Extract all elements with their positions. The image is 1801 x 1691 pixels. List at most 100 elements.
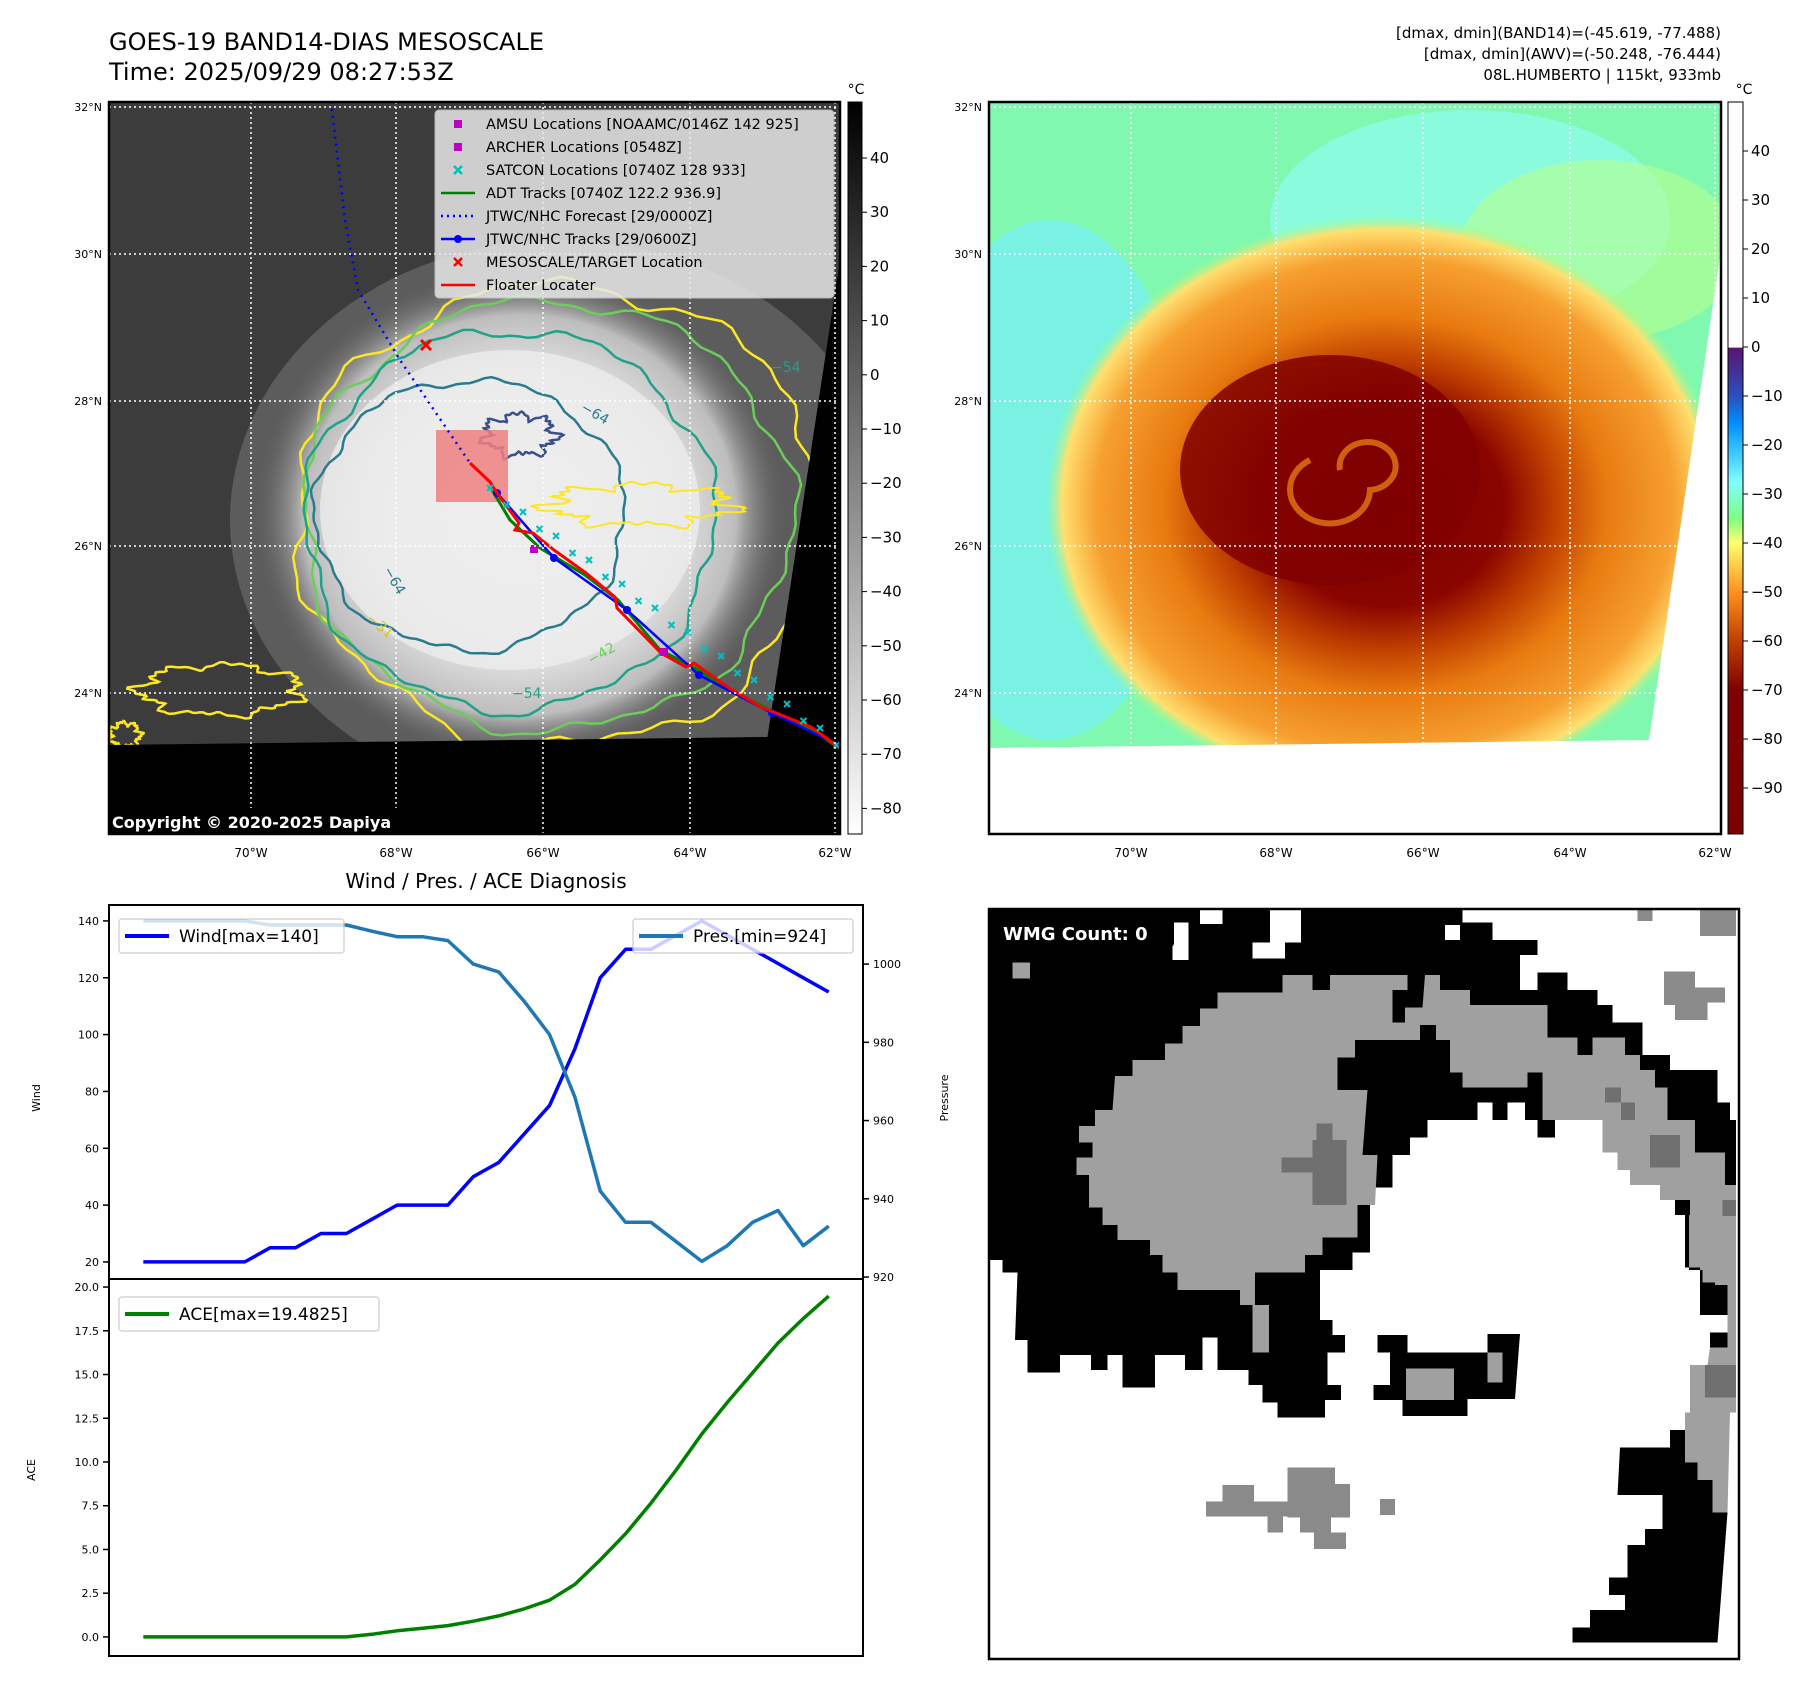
colorbar-tick-label: 30	[870, 203, 889, 221]
legend-marker-square	[454, 143, 462, 151]
chart-title: Wind / Pres. / ACE Diagnosis	[345, 869, 626, 893]
awv-map	[989, 102, 1721, 834]
pressure-legend-box	[632, 918, 854, 954]
wind-tick-label: 80	[85, 1085, 99, 1098]
colorbar-tick-label: −80	[870, 799, 902, 817]
lat-label: 26°N	[74, 540, 102, 553]
ace-tick-label: 2.5	[82, 1587, 100, 1600]
wind-tick-label: 60	[85, 1142, 99, 1155]
satcon-stroke	[618, 580, 626, 588]
satcon-marker	[766, 693, 775, 701]
satcon-stroke	[585, 556, 593, 564]
wind-legend-box	[118, 918, 345, 954]
lon-label: 68°W	[1259, 846, 1292, 860]
ir-map-frame	[107, 100, 842, 836]
satcon-marker	[783, 700, 791, 708]
lat-label: 30°N	[74, 248, 102, 261]
lon-label: 62°W	[1698, 846, 1731, 860]
jtwc-track-point	[623, 606, 631, 614]
satcon-stroke	[799, 717, 808, 725]
ir-colorbar-ticks: 40 30 20 10 0 −10 −20 −30 −40 −50 −60 −70 −80	[862, 149, 902, 817]
awv-colorbar-ticks: 40 30 20 10 0 −10 −20 −30 −40 −50 −60 −70 −80 −90	[1743, 142, 1783, 797]
colorbar-tick-label: −90	[1751, 779, 1783, 797]
satcon-marker	[502, 501, 511, 509]
lat-label: 32°N	[74, 101, 102, 114]
contour-line	[109, 719, 145, 752]
ace-legend-box	[118, 1296, 380, 1332]
contours	[109, 275, 839, 752]
satcon-stroke	[816, 724, 824, 732]
ir-map: −64 −64 −54 −54 −42 −31 AMSU Locations […	[109, 102, 840, 834]
pressure-tick-label: 1000	[873, 958, 901, 971]
ace-tick-label: 12.5	[75, 1412, 100, 1425]
colorbar-tick-label: −60	[1751, 632, 1783, 650]
satcon-stroke	[568, 549, 577, 557]
map-legend: AMSU Locations [NOAAMC/0146Z 142 925] ARC…	[434, 109, 835, 299]
satcon-marker	[700, 645, 709, 653]
satcon-stroke	[684, 628, 692, 636]
ace-axis-label: ACE	[25, 1459, 38, 1481]
contour-line	[302, 328, 718, 718]
legend-label: JTWC/NHC Forecast [29/0000Z]	[485, 209, 712, 225]
awv-map-frame	[987, 100, 1723, 836]
satcon-stroke	[667, 621, 676, 629]
ace-tick-label: 10.0	[75, 1456, 100, 1469]
wind-tick-label: 100	[78, 1029, 99, 1042]
lat-label: 24°N	[954, 687, 982, 700]
pressure-legend-label: Pres.[min=924]	[693, 927, 826, 947]
ace-tick-label: 20.0	[75, 1281, 100, 1294]
wmg-dark-patches	[1281, 1087, 1736, 1398]
wind-line	[143, 919, 830, 1264]
satcon-markers	[486, 484, 840, 749]
satcon-marker	[568, 549, 577, 557]
eye-swirl	[1287, 439, 1399, 527]
awv-colorbar-unit: °C	[1736, 82, 1753, 98]
jtwc-track-point	[695, 671, 703, 679]
satcon-marker	[750, 676, 758, 684]
colorbar-tick-label: 10	[870, 312, 889, 330]
satcon-marker	[799, 717, 808, 725]
colorbar-tick-label: 20	[870, 257, 889, 275]
colorbar-tick-label: −20	[1751, 436, 1783, 454]
wmg-count: WMG Count: 0	[1003, 924, 1148, 945]
legend-marker-x	[453, 165, 463, 175]
legend-label: AMSU Locations [NOAAMC/0146Z 142 925]	[486, 117, 799, 133]
legend-label: Floater Locater	[486, 278, 595, 294]
colorbar-tick-label: −30	[870, 528, 902, 546]
pressure-tick-label: 960	[873, 1115, 894, 1128]
ir-colorbar	[847, 101, 863, 835]
ace-tick-label: 7.5	[82, 1500, 100, 1513]
satcon-stroke	[634, 597, 643, 605]
figure-title: GOES-19 BAND14-DIAS MESOSCALE	[109, 28, 544, 56]
contour-line	[309, 375, 627, 656]
forecast-track	[329, 102, 472, 464]
satcon-marker	[552, 532, 560, 540]
legend-marker-dot	[454, 235, 462, 243]
no-data-south	[989, 740, 1721, 834]
chart-axes-frame	[108, 1278, 864, 1657]
satcon-stroke	[700, 645, 709, 653]
satcon-marker	[733, 669, 742, 677]
satcon-stroke	[750, 676, 758, 684]
colorbar-tick-label: −40	[870, 583, 902, 601]
lat-label: 26°N	[954, 540, 982, 553]
ace-tick-label: 0.0	[82, 1631, 100, 1644]
colorbar-tick-label: 30	[1751, 191, 1770, 209]
legend-label: ARCHER Locations [0548Z]	[486, 140, 682, 156]
colorbar-tick-label: −50	[870, 637, 902, 655]
colorbar-tick-label: −80	[1751, 730, 1783, 748]
lon-label: 66°W	[526, 846, 559, 860]
ace-tick-label: 5.0	[82, 1543, 100, 1556]
lon-label: 62°W	[818, 846, 851, 860]
archer-marker	[660, 648, 668, 656]
colorbar-tick-label: −70	[870, 745, 902, 763]
wmg-gray-region	[1076, 975, 1736, 1513]
awv-colorbar	[1727, 101, 1744, 835]
lon-label: 64°W	[1553, 846, 1586, 860]
satcon-marker	[717, 652, 725, 660]
wind-tick-label: 40	[85, 1199, 99, 1212]
colorbar-tick-label: 20	[1751, 240, 1770, 258]
lat-label: 28°N	[954, 395, 982, 408]
amsu-marker	[530, 545, 538, 553]
legend-label: ADT Tracks [0740Z 122.2 936.9]	[486, 186, 721, 202]
